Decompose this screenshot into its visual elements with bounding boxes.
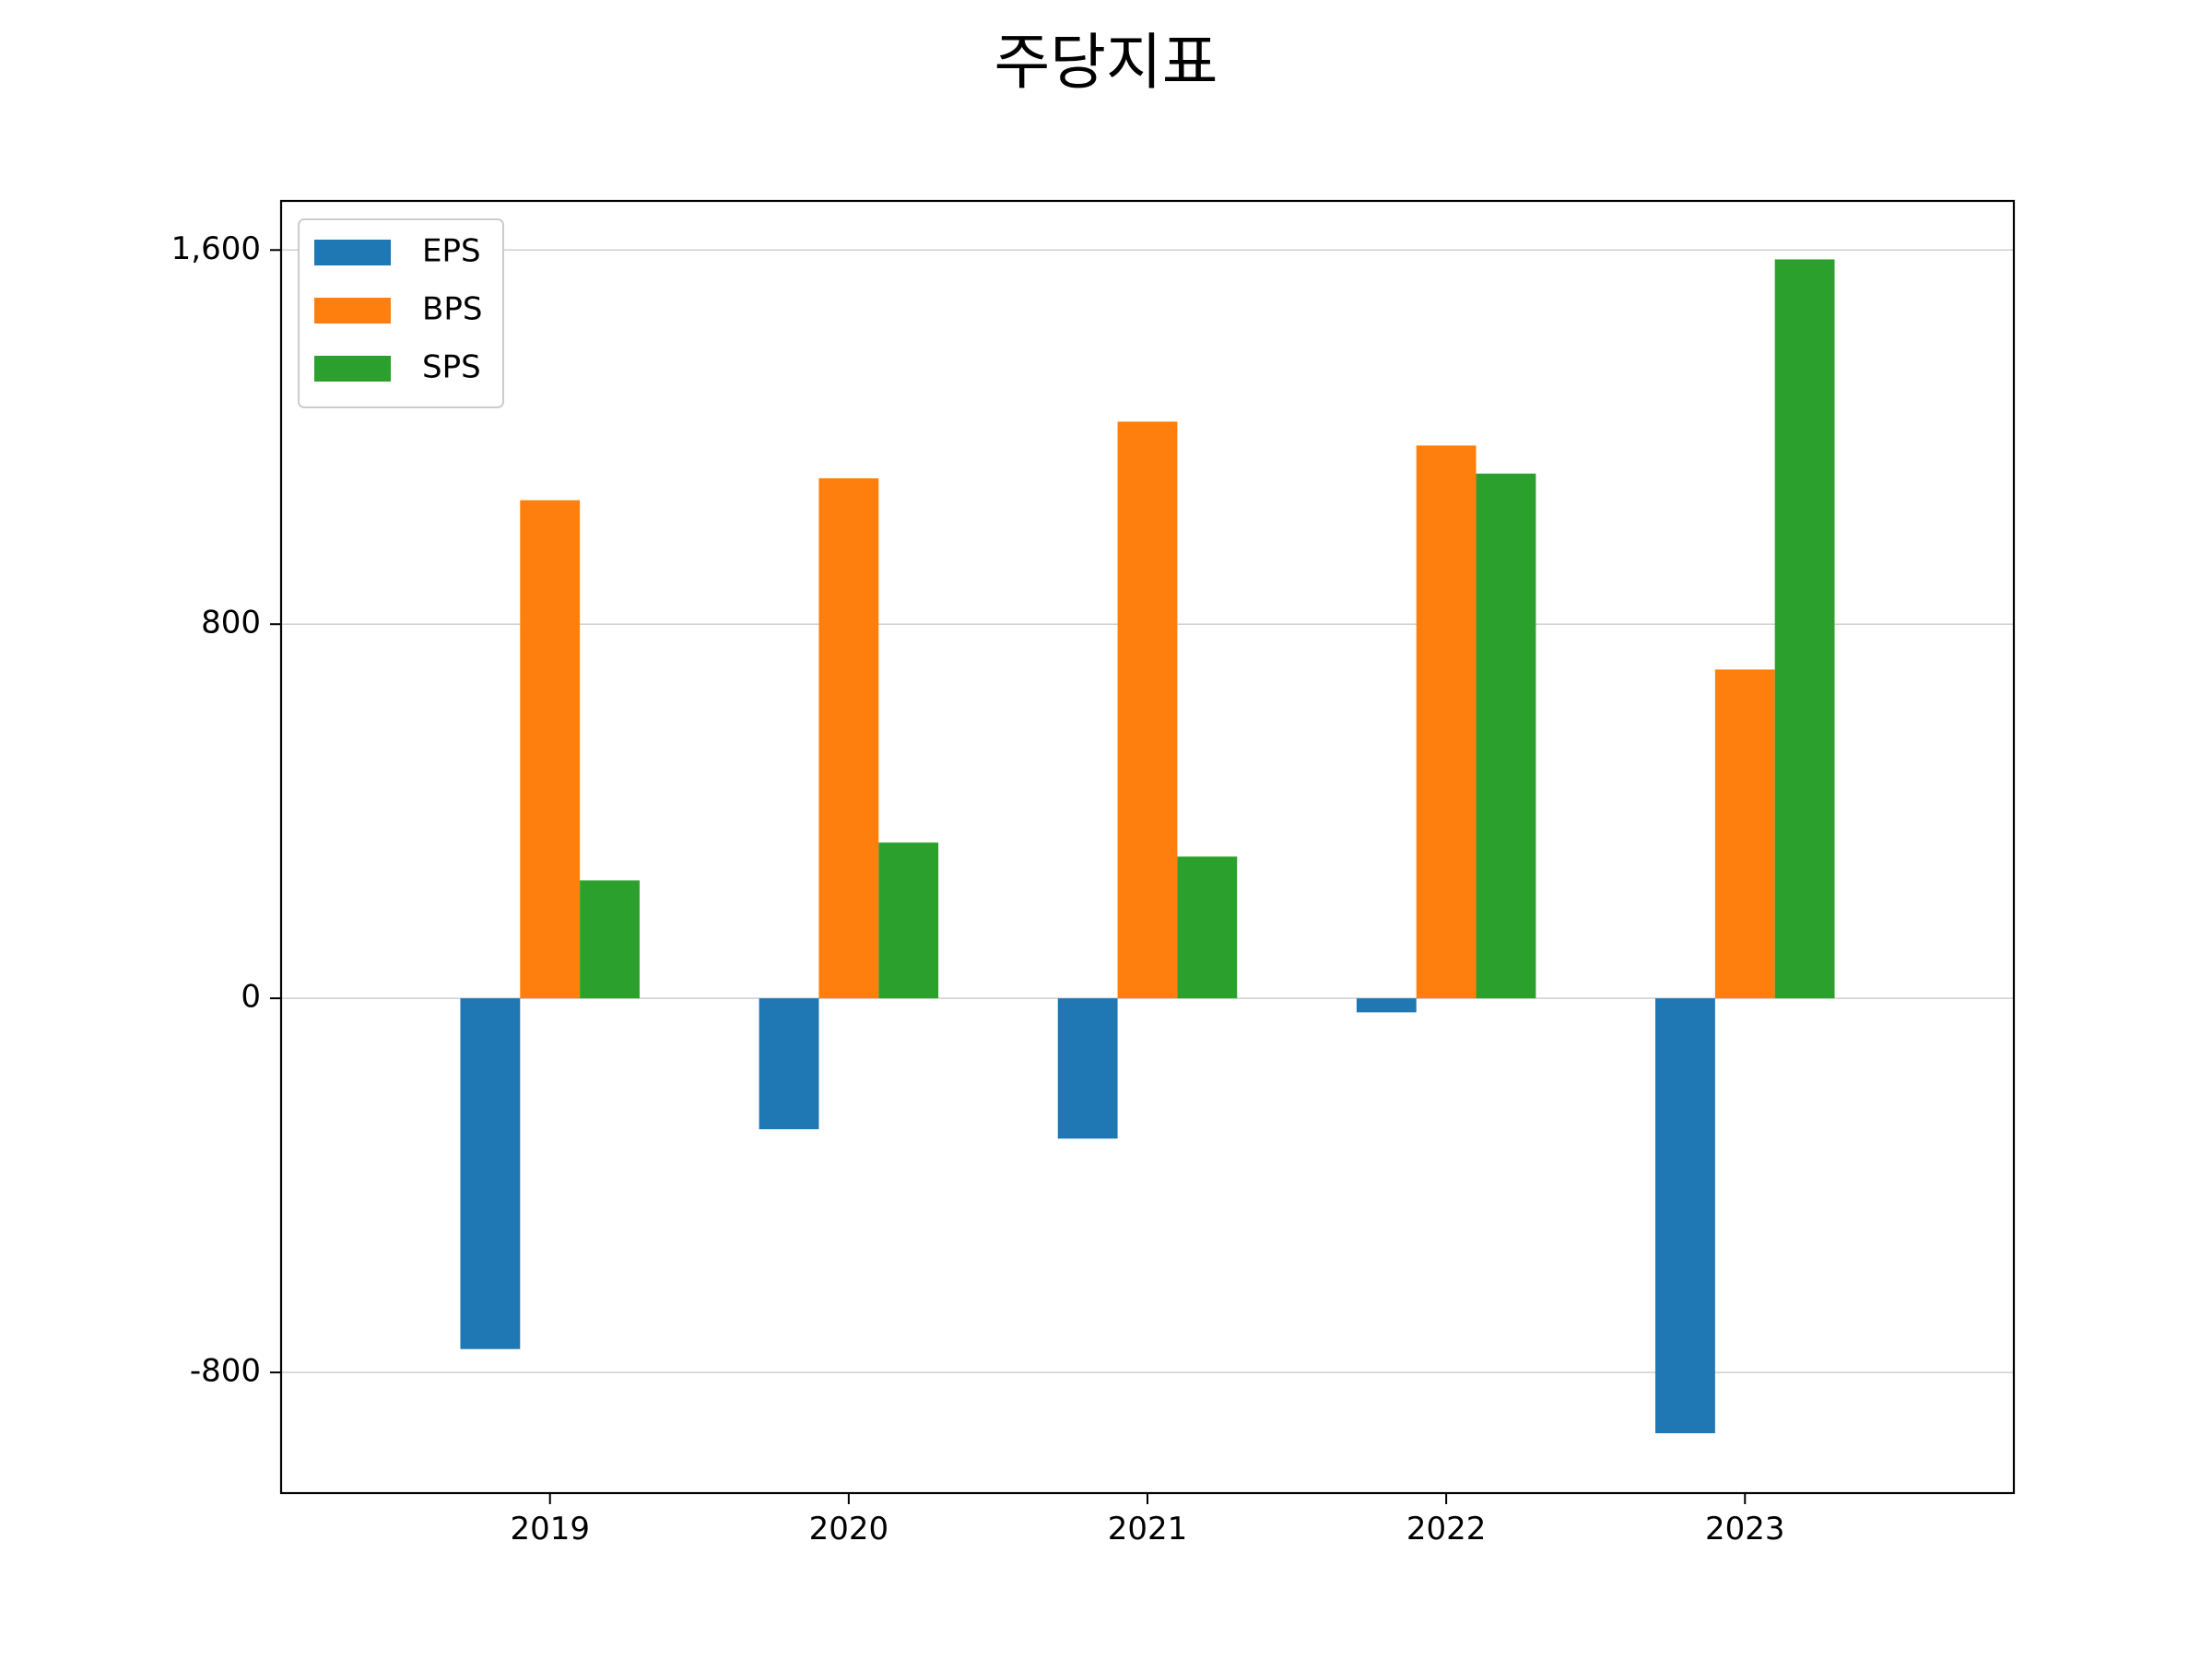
bar-bps-2020 [818, 477, 879, 999]
series-bps [520, 421, 1775, 999]
legend-label-eps: EPS [422, 233, 481, 270]
bar-sps-2019 [580, 880, 640, 999]
x-tick-label: 2020 [809, 1511, 889, 1547]
bars [460, 259, 1835, 1434]
x-axis: 2019 2020 2021 2022 2023 [510, 1493, 1785, 1547]
bar-sps-2021 [1177, 856, 1238, 999]
bar-eps-2023 [1655, 998, 1715, 1434]
legend-swatch-sps [314, 356, 391, 382]
bar-sps-2020 [878, 842, 939, 999]
x-tick-label: 2019 [510, 1511, 590, 1547]
y-axis: -800 0 800 1,600 [171, 230, 281, 1390]
bar-eps-2020 [759, 998, 819, 1130]
bar-bps-2022 [1416, 445, 1477, 999]
x-tick-label: 2022 [1406, 1511, 1487, 1547]
y-tick-label: -800 [190, 1353, 261, 1390]
series-sps [580, 259, 1835, 999]
legend: EPS BPS SPS [298, 218, 504, 408]
y-tick-label: 1,600 [171, 230, 261, 267]
legend-swatch-bps [314, 298, 391, 324]
bar-eps-2021 [1057, 998, 1118, 1139]
bar-eps-2022 [1356, 998, 1417, 1013]
x-tick-label: 2023 [1705, 1511, 1785, 1547]
legend-swatch-eps [314, 240, 391, 265]
x-tick-label: 2021 [1108, 1511, 1188, 1547]
bar-sps-2022 [1476, 473, 1536, 999]
bar-sps-2023 [1774, 259, 1835, 999]
chart-title: 주당지표 [994, 27, 1218, 98]
legend-label-sps: SPS [422, 349, 481, 386]
bar-bps-2023 [1714, 669, 1775, 999]
legend-label-bps: BPS [422, 291, 482, 328]
bar-bps-2019 [520, 500, 581, 999]
y-tick-label: 0 [241, 979, 261, 1016]
bar-bps-2021 [1117, 421, 1178, 999]
series-eps [460, 998, 1715, 1434]
bar-eps-2019 [460, 998, 521, 1349]
y-tick-label: 800 [201, 605, 261, 641]
